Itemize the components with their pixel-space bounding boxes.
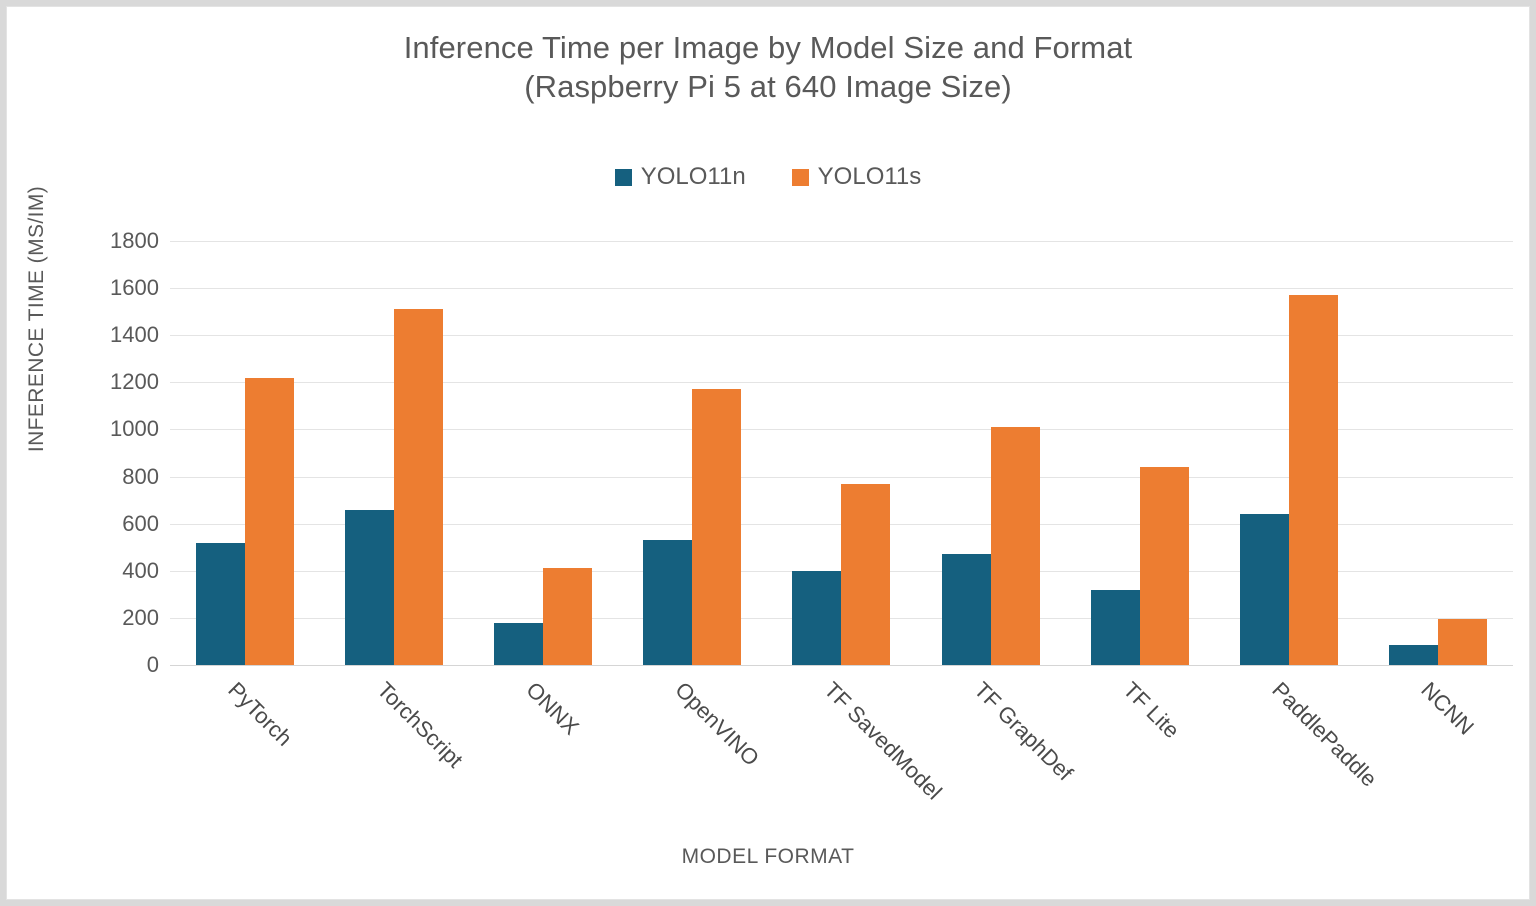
x-axis-tick-group: TorchScript [319,671,468,841]
y-axis-title: INFERENCE TIME (MS/IM) [25,185,48,453]
bar-group [1215,241,1364,665]
chart-card: Inference Time per Image by Model Size a… [6,6,1530,900]
bar-group [319,241,468,665]
bar-yolo11s-torchscript[interactable] [393,309,443,665]
x-axis-tick-group: TF GraphDef [916,671,1077,841]
bar-group [1364,241,1513,665]
legend-swatch-yolo11n [614,168,632,186]
bar-yolo11s-paddlepaddle[interactable] [1289,295,1339,665]
bar-yolo11s-pytorch[interactable] [244,377,294,665]
bar-yolo11n-pytorch[interactable] [195,542,245,665]
x-axis-tick-labels: PyTorch TorchScript ONNX OpenVINO TF SavedMo… [170,671,1513,841]
y-axis-tick-label: 1200 [110,369,159,395]
bar-group [1065,241,1214,665]
legend-item-yolo11s[interactable]: YOLO11s [791,163,922,191]
chart-title: Inference Time per Image by Model Size a… [7,29,1529,107]
chart-legend: YOLO11n YOLO11s [7,163,1529,191]
x-axis-tick-group: TF Lite [1065,671,1214,841]
bar-yolo11n-openvino[interactable] [643,540,693,665]
chart-title-line-1: Inference Time per Image by Model Size a… [403,30,1133,65]
bar-yolo11n-tf-graphdef[interactable] [941,554,991,665]
legend-swatch-yolo11s [791,168,809,186]
bar-yolo11s-ncnn[interactable] [1438,619,1488,665]
x-axis-tick-group: ONNX [468,671,617,841]
bar-yolo11n-ncnn[interactable] [1389,644,1439,665]
x-axis-tick-label: TF GraphDef [969,677,1078,786]
gridline [170,665,1513,666]
x-axis-tick-label: TF Lite [1118,677,1185,744]
chart-title-line-2: (Raspberry Pi 5 at 640 Image Size) [524,68,1012,104]
y-axis-tick-label: 0 [146,652,159,677]
y-axis-tick-label: 600 [122,510,159,536]
bar-yolo11n-onnx[interactable] [494,622,544,665]
bar-yolo11s-onnx[interactable] [543,568,593,665]
x-axis-tick-group: NCNN [1364,671,1513,841]
bar-group [170,241,319,665]
y-axis-tick-label: 1600 [110,275,159,301]
y-axis-tick-label: 400 [122,557,159,583]
y-axis-tick-label: 1400 [110,322,159,348]
gridline [170,335,1513,337]
bar-group [618,241,767,665]
y-axis-tick-label: 1000 [110,416,159,442]
gridline [170,382,1513,384]
x-axis-tick-group: PaddlePaddle [1215,671,1382,841]
bar-yolo11n-tf-lite[interactable] [1090,589,1140,665]
y-axis-tick-label: 800 [122,463,159,489]
x-axis-tick-group: TF SavedModel [767,671,947,841]
gridline [170,241,1513,242]
y-axis-tick-labels: 1800 1600 1400 1200 1000 800 600 400 200 0 [67,228,159,677]
gridline [170,476,1513,478]
x-axis-tick-label: PyTorch [222,677,297,751]
bar-yolo11s-openvino[interactable] [692,389,742,665]
x-axis-tick-group: OpenVINO [618,671,767,841]
bar-group [767,241,916,665]
bar-yolo11n-tf-savedmodel[interactable] [792,570,842,665]
x-axis-tick-group: PyTorch [170,671,319,841]
y-axis-tick-label: 1800 [110,228,159,253]
x-axis-tick-label: TorchScript [372,677,468,773]
gridline [170,288,1513,290]
x-axis-tick-label: OpenVINO [670,677,765,771]
x-axis-title: MODEL FORMAT [681,845,855,868]
legend-item-yolo11n[interactable]: YOLO11n [614,163,746,191]
bar-yolo11n-torchscript[interactable] [344,509,394,665]
bar-yolo11s-tf-savedmodel[interactable] [841,483,891,665]
x-axis-tick-label: ONNX [521,677,584,740]
bar-yolo11s-tf-graphdef[interactable] [990,427,1040,665]
bar-group [916,241,1065,665]
bar-yolo11s-tf-lite[interactable] [1139,467,1189,665]
y-axis-tick-label: 200 [122,604,159,630]
bars-layer [170,241,1513,665]
gridline [170,429,1513,431]
x-axis-tick-label: NCNN [1416,677,1480,740]
bar-group [468,241,617,665]
legend-label-yolo11n: YOLO11n [640,163,746,190]
legend-label-yolo11s: YOLO11s [817,163,922,190]
bar-yolo11n-paddlepaddle[interactable] [1240,514,1290,665]
